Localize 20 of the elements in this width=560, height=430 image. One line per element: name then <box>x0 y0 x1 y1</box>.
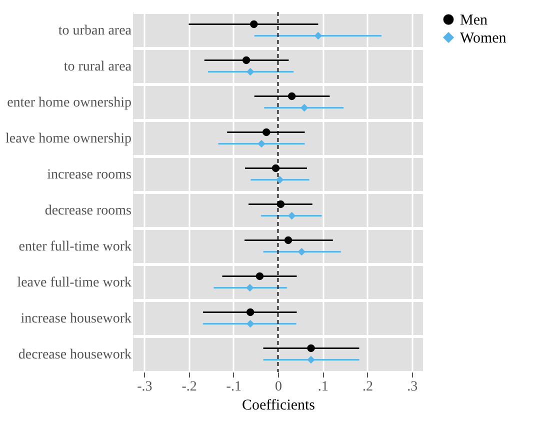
x-tick-label: 0 <box>275 380 282 394</box>
x-axis-title: Coefficients <box>242 398 316 414</box>
x-tick-label: -.1 <box>226 380 242 394</box>
y-tick-label: enter home ownership <box>7 96 132 110</box>
y-tick-label: increase rooms <box>47 168 132 182</box>
y-tick-label: enter full-time work <box>18 240 132 254</box>
x-tick-label: .2 <box>362 380 373 394</box>
y-tick-label: to rural area <box>64 60 132 74</box>
legend-label: Women <box>460 30 507 46</box>
x-tick-label: .1 <box>318 380 328 394</box>
x-tick-label: -.3 <box>137 380 152 394</box>
y-tick-label: decrease housework <box>18 348 132 362</box>
y-tick-label: leave home ownership <box>6 132 132 146</box>
legend-label: Men <box>460 12 488 28</box>
x-tick-label: -.2 <box>182 380 197 394</box>
x-tick-label: .3 <box>407 380 418 394</box>
y-tick-label: decrease rooms <box>44 204 132 218</box>
y-tick-label: to urban area <box>58 24 132 38</box>
y-tick-label: leave full-time work <box>17 276 132 290</box>
y-tick-label: increase housework <box>20 312 132 326</box>
